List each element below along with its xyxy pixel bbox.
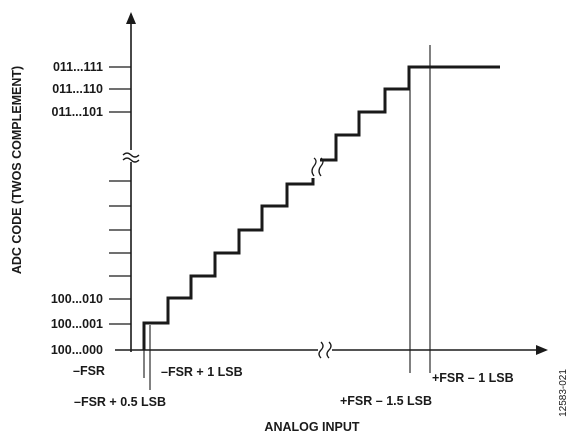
x-axis-title: ANALOG INPUT xyxy=(264,420,360,434)
x-label-neg-fsr: –FSR xyxy=(73,364,105,378)
x-label-pos-fsr-minus-1lsb: +FSR – 1 LSB xyxy=(432,371,514,385)
figure-id: 12583-021 xyxy=(558,369,569,417)
y-code-label-3: 011...101 xyxy=(52,105,103,119)
x-axis-break-icon xyxy=(318,341,332,359)
reference-lines xyxy=(143,45,431,390)
transfer-staircase-upper xyxy=(320,65,500,162)
y-code-label-1: 011...111 xyxy=(53,60,103,74)
y-ticks xyxy=(109,66,131,325)
x-label-neg-fsr-plus-1lsb: –FSR + 1 LSB xyxy=(161,365,243,379)
y-code-label-4: 100...010 xyxy=(51,292,103,306)
transfer-staircase-lower xyxy=(142,178,315,350)
y-axis-break-icon xyxy=(122,150,140,163)
x-label-pos-fsr-minus-1-5lsb: +FSR – 1.5 LSB xyxy=(340,394,432,408)
y-code-label-2: 011...110 xyxy=(52,82,103,96)
staircase-break-icon xyxy=(311,157,328,177)
y-axis-title: ADC CODE (TWOS COMPLEMENT) xyxy=(10,66,24,274)
x-label-neg-fsr-plus-half-lsb: –FSR + 0.5 LSB xyxy=(74,395,166,409)
y-code-label-6: 100...000 xyxy=(51,343,103,357)
y-code-label-5: 100...001 xyxy=(51,317,103,331)
